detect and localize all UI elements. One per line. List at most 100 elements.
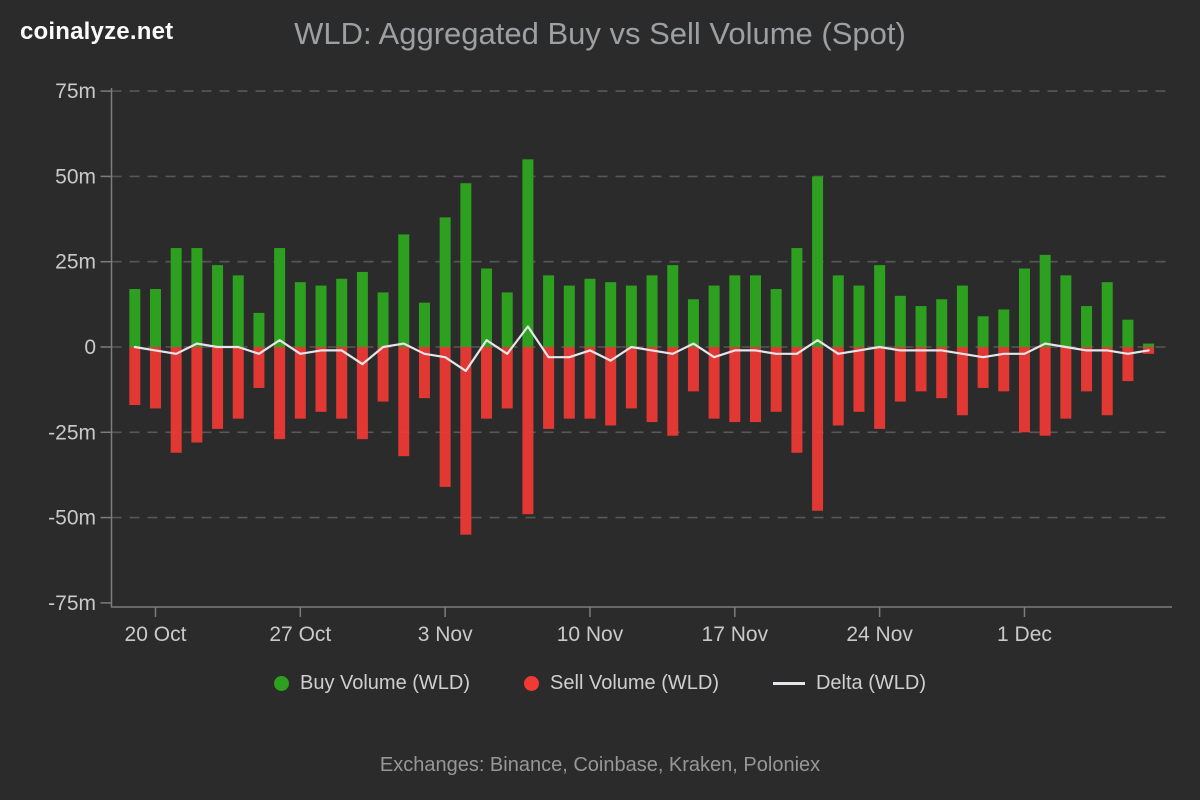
sell-bar[interactable] [1122, 347, 1134, 382]
buy-bar[interactable] [481, 268, 493, 347]
buy-bar[interactable] [398, 234, 410, 347]
sell-bar[interactable] [605, 347, 617, 426]
buy-bar[interactable] [274, 248, 286, 347]
sell-bar[interactable] [708, 347, 720, 419]
sell-bar[interactable] [563, 347, 575, 419]
buy-bar[interactable] [770, 288, 782, 347]
sell-bar[interactable] [398, 347, 410, 457]
sell-bar[interactable] [522, 347, 534, 515]
buy-bar[interactable] [687, 299, 699, 347]
buy-bar[interactable] [543, 275, 555, 347]
sell-bar[interactable] [315, 347, 327, 412]
sell-bar[interactable] [646, 347, 658, 423]
buy-bar[interactable] [1081, 306, 1093, 347]
buy-bar[interactable] [1101, 282, 1113, 347]
buy-bar[interactable] [377, 292, 389, 347]
buy-bar[interactable] [646, 275, 658, 347]
sell-bar[interactable] [439, 347, 451, 487]
buy-bar[interactable] [336, 278, 348, 347]
buy-bar[interactable] [605, 282, 617, 347]
buy-bar[interactable] [232, 275, 244, 347]
buy-bar[interactable] [170, 248, 182, 347]
sell-bar[interactable] [625, 347, 637, 409]
sell-bar[interactable] [874, 347, 886, 429]
buy-bar[interactable] [149, 288, 161, 347]
sell-bar[interactable] [770, 347, 782, 412]
sell-bar[interactable] [812, 347, 824, 511]
buy-bar[interactable] [915, 306, 927, 347]
sell-bar[interactable] [191, 347, 203, 443]
legend-item-delta[interactable]: Delta (WLD) [772, 672, 926, 695]
buy-bar[interactable] [356, 271, 368, 347]
buy-bar[interactable] [853, 285, 865, 347]
sell-bar[interactable] [1018, 347, 1030, 433]
sell-bar[interactable] [936, 347, 948, 399]
buy-bar[interactable] [439, 217, 451, 347]
buy-bar[interactable] [315, 285, 327, 347]
sell-bar[interactable] [750, 347, 761, 423]
buy-bar[interactable] [584, 278, 596, 347]
sell-bar[interactable] [687, 347, 699, 392]
sell-bar[interactable] [212, 347, 224, 429]
sell-bar[interactable] [232, 347, 244, 419]
sell-bar[interactable] [956, 347, 968, 416]
buy-bar[interactable] [894, 295, 906, 347]
buy-bar[interactable] [936, 299, 948, 347]
sell-bar[interactable] [543, 347, 555, 429]
buy-bar[interactable] [956, 285, 968, 347]
sell-bar[interactable] [1060, 347, 1072, 419]
sell-bar[interactable] [915, 347, 927, 392]
buy-bar[interactable] [563, 285, 575, 347]
buy-bar[interactable] [625, 285, 637, 347]
coinalyze-logo[interactable]: coinalyze.net [20, 18, 174, 45]
buy-bar[interactable] [501, 292, 513, 347]
buy-bar[interactable] [129, 288, 141, 347]
buy-bar[interactable] [418, 302, 430, 347]
buy-bar[interactable] [750, 275, 761, 347]
buy-bar[interactable] [791, 248, 803, 347]
sell-bar[interactable] [501, 347, 513, 409]
sell-bar[interactable] [998, 347, 1010, 392]
sell-bar[interactable] [377, 347, 389, 402]
sell-bar[interactable] [418, 347, 430, 399]
sell-bar[interactable] [667, 347, 679, 436]
buy-bar[interactable] [294, 282, 306, 347]
sell-bar[interactable] [1101, 347, 1113, 416]
sell-bar[interactable] [253, 347, 265, 388]
sell-bar[interactable] [149, 347, 161, 409]
sell-bar[interactable] [977, 347, 989, 388]
sell-bar[interactable] [894, 347, 906, 402]
buy-bar[interactable] [1039, 254, 1051, 347]
buy-bar[interactable] [460, 183, 472, 347]
sell-bar[interactable] [1039, 347, 1051, 436]
buy-bar[interactable] [977, 316, 989, 347]
sell-bar[interactable] [481, 347, 493, 419]
legend-item-buy-volume[interactable]: Buy Volume (WLD) [273, 672, 470, 695]
buy-bar[interactable] [1018, 268, 1030, 347]
sell-bar[interactable] [356, 347, 368, 440]
buy-bar[interactable] [1060, 275, 1072, 347]
sell-bar[interactable] [460, 347, 472, 535]
buy-bar[interactable] [191, 248, 203, 347]
buy-bar[interactable] [1122, 319, 1134, 347]
sell-bar[interactable] [129, 347, 141, 406]
sell-bar[interactable] [1081, 347, 1093, 392]
legend-item-sell-volume[interactable]: Sell Volume (WLD) [524, 672, 719, 695]
buy-bar[interactable] [998, 309, 1010, 347]
sell-bar[interactable] [853, 347, 865, 412]
buy-bar[interactable] [708, 285, 720, 347]
buy-bar[interactable] [253, 312, 265, 347]
sell-bar[interactable] [336, 347, 348, 419]
buy-bar[interactable] [667, 265, 679, 347]
buy-bar[interactable] [729, 275, 741, 347]
sell-bar[interactable] [274, 347, 286, 440]
sell-bar[interactable] [584, 347, 596, 419]
buy-bar[interactable] [812, 176, 824, 347]
buy-bar[interactable] [1143, 343, 1155, 347]
buy-bar[interactable] [212, 265, 224, 347]
buy-bar[interactable] [874, 265, 886, 347]
sell-bar[interactable] [729, 347, 741, 423]
sell-bar[interactable] [832, 347, 844, 426]
sell-bar[interactable] [791, 347, 803, 453]
buy-bar[interactable] [522, 159, 534, 347]
